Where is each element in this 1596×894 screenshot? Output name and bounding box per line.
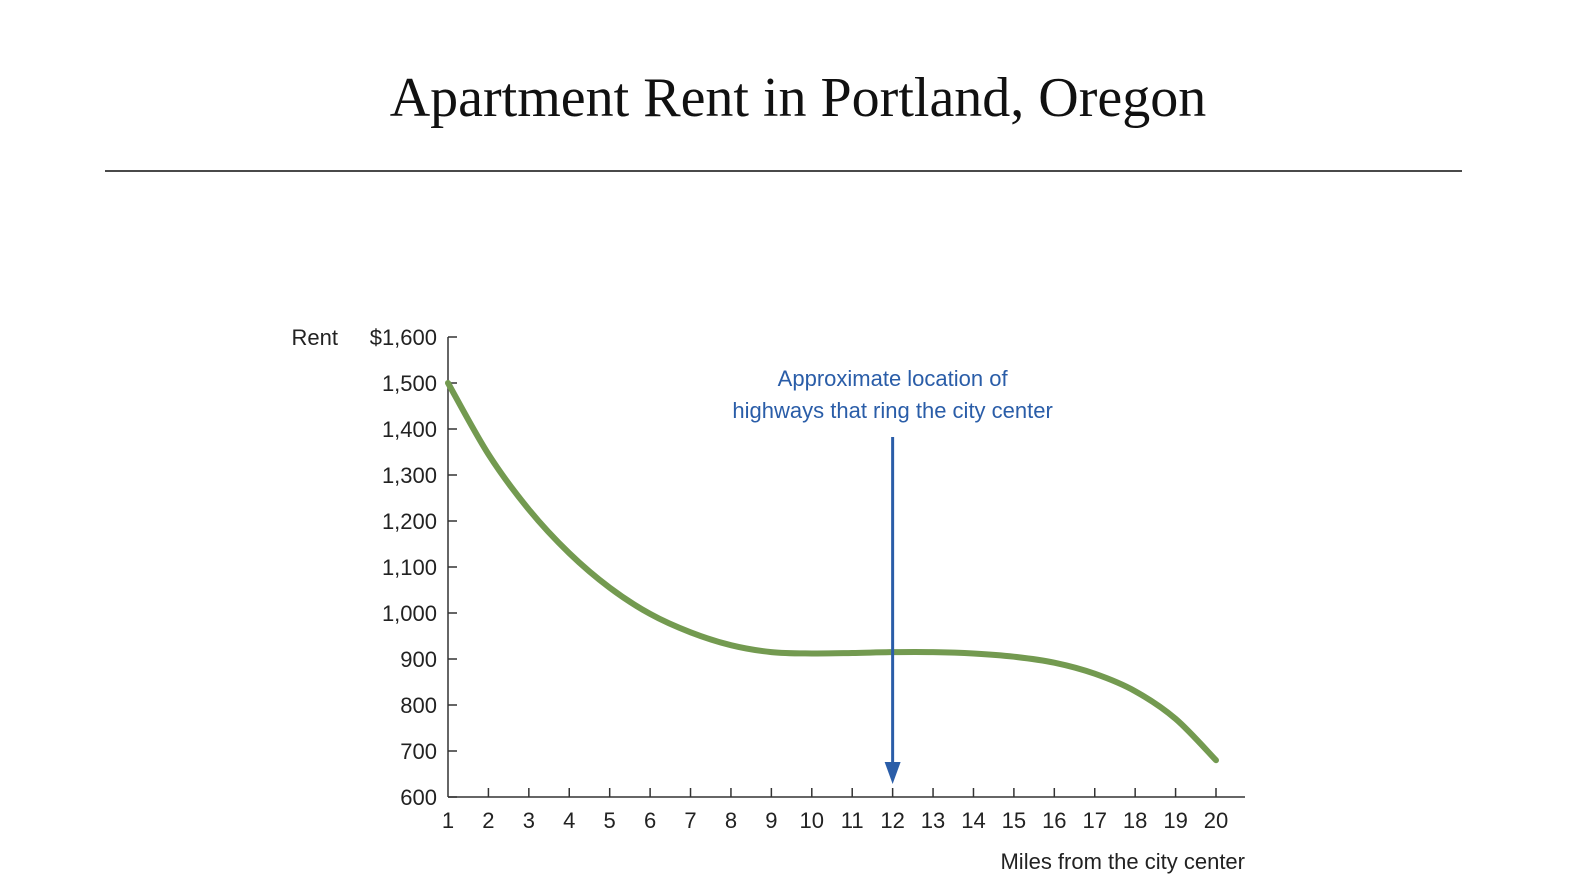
x-tick-label: 2 [482,808,494,833]
y-tick-label: 600 [400,785,437,810]
x-tick-label: 9 [765,808,777,833]
x-tick-label: 10 [800,808,824,833]
x-tick-label: 15 [1002,808,1026,833]
x-tick-label: 20 [1204,808,1228,833]
x-tick-label: 18 [1123,808,1147,833]
x-tick-label: 7 [684,808,696,833]
y-tick-label: 700 [400,739,437,764]
y-tick-label: 1,500 [382,371,437,396]
x-tick-label: 6 [644,808,656,833]
x-tick-label: 3 [523,808,535,833]
ticks: 600 700 800 900 1,000 1,100 1,200 1,300 1,400 1,5… [370,325,1229,833]
x-tick-label: 12 [880,808,904,833]
y-tick-label: 1,400 [382,417,437,442]
annotation-text: Approximate location of [778,366,1009,391]
y-tick-label: 900 [400,647,437,672]
y-tick-label: 800 [400,693,437,718]
rent-series-line [445,380,1219,764]
x-tick-label: 17 [1082,808,1106,833]
x-tick-label: 1 [442,808,454,833]
x-tick-label: 16 [1042,808,1066,833]
y-tick-label: 1,000 [382,601,437,626]
x-tick-label: 8 [725,808,737,833]
y-tick-label: 1,300 [382,463,437,488]
y-tick-label: 1,100 [382,555,437,580]
series-layer [445,380,1219,764]
annotations: Approximate location of highways that rin… [732,366,1053,784]
x-tick-label: 14 [961,808,985,833]
x-tick-label: 19 [1163,808,1187,833]
x-tick-label: 13 [921,808,945,833]
annotation-text: highways that ring the city center [732,398,1052,423]
y-tick-label: $1,600 [370,325,437,350]
x-tick-label: 4 [563,808,575,833]
x-tick-label: 5 [604,808,616,833]
title-divider [105,170,1462,172]
annotation-arrow-head [884,762,901,784]
slide-title: Apartment Rent in Portland, Oregon [389,67,1207,129]
x-axis-label: Miles from the city center [1000,849,1245,874]
x-tick-label: 11 [841,808,864,833]
y-tick-label: 1,200 [382,509,437,534]
y-axis-label: Rent [292,325,338,350]
